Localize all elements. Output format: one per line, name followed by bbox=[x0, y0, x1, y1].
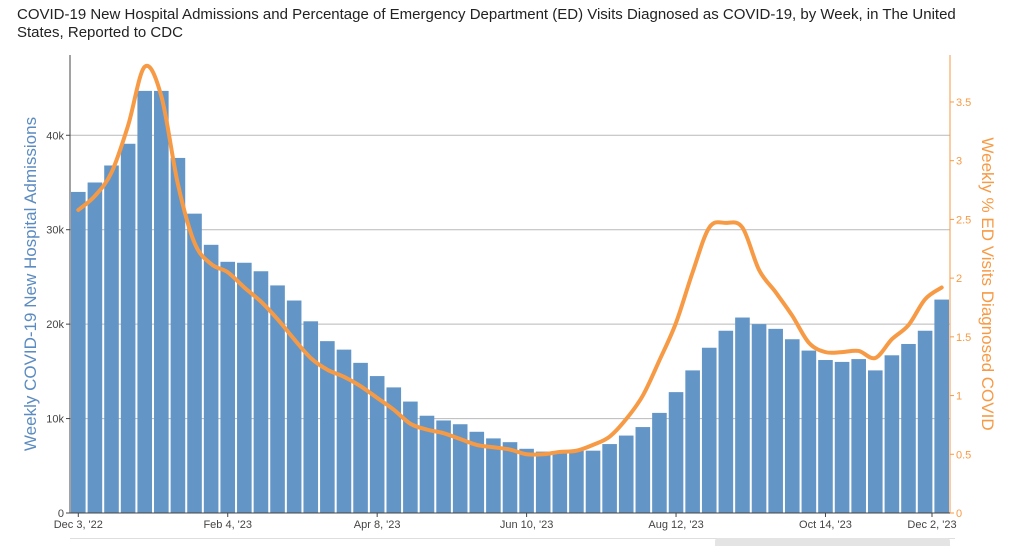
bar[interactable] bbox=[585, 450, 601, 513]
y-tick-label: 0 bbox=[58, 508, 64, 520]
gridlines bbox=[70, 134, 950, 420]
bar[interactable] bbox=[884, 355, 900, 513]
bar[interactable] bbox=[934, 299, 949, 513]
bar[interactable] bbox=[320, 341, 335, 513]
bar[interactable] bbox=[286, 300, 302, 513]
y-tick-label: 20k bbox=[46, 319, 64, 331]
bar-series bbox=[71, 90, 949, 514]
bar[interactable] bbox=[569, 450, 584, 513]
bar[interactable] bbox=[469, 431, 485, 513]
bar[interactable] bbox=[303, 321, 319, 513]
x-tick-label: Dec 3, '22 bbox=[54, 519, 103, 531]
bar[interactable] bbox=[386, 387, 402, 513]
x-tick-label: Jun 10, '23 bbox=[500, 519, 553, 531]
x-tick-label: Apr 8, '23 bbox=[354, 519, 401, 531]
y2-tick-label: 3.5 bbox=[956, 97, 971, 109]
ed-visits-line bbox=[76, 63, 944, 457]
bar[interactable] bbox=[917, 330, 933, 513]
bar[interactable] bbox=[701, 347, 717, 513]
bar[interactable] bbox=[784, 339, 800, 513]
x-tick-label: Aug 12, '23 bbox=[648, 519, 703, 531]
bar[interactable] bbox=[834, 361, 850, 513]
bar[interactable] bbox=[618, 435, 634, 513]
y-axis-label: Weekly COVID-19 New Hospital Admissions bbox=[21, 117, 40, 451]
y2-tick-label: 1.5 bbox=[956, 332, 971, 344]
y2-tick-label: 2 bbox=[956, 273, 962, 285]
range-scrollbar-track[interactable] bbox=[70, 538, 955, 547]
bar[interactable] bbox=[535, 451, 551, 513]
y-tick-label: 30k bbox=[46, 225, 64, 237]
bar[interactable] bbox=[502, 442, 518, 513]
bar[interactable] bbox=[519, 448, 534, 513]
bar[interactable] bbox=[87, 182, 103, 513]
bar[interactable] bbox=[735, 317, 750, 513]
bar[interactable] bbox=[137, 90, 153, 514]
bar[interactable] bbox=[270, 285, 285, 513]
tick-labels: 0 10k 20k 30k 40k 0 0.5 1 1.5 2 2.5 3 3.5 Dec 3, '22 F… bbox=[46, 97, 971, 531]
x-tick-label: Dec 2, '23 bbox=[907, 519, 956, 531]
bar[interactable] bbox=[71, 191, 86, 513]
bar[interactable] bbox=[602, 444, 617, 513]
y-tick-label: 10k bbox=[46, 414, 64, 426]
bar[interactable] bbox=[768, 328, 783, 513]
chart-title: COVID-19 New Hospital Admissions and Per… bbox=[17, 6, 956, 41]
bar[interactable] bbox=[818, 360, 833, 513]
y2-axis-label: Weekly % ED Visits Diagnosed COVID bbox=[978, 137, 997, 430]
bar[interactable] bbox=[668, 392, 684, 513]
bar[interactable] bbox=[419, 415, 435, 513]
bar[interactable] bbox=[901, 343, 916, 513]
bar[interactable] bbox=[170, 157, 186, 514]
axes bbox=[69, 55, 951, 514]
y2-tick-label: 3 bbox=[956, 156, 962, 168]
bar[interactable] bbox=[718, 330, 734, 513]
y-tick-label: 40k bbox=[46, 130, 64, 142]
bar[interactable] bbox=[635, 427, 651, 513]
bar[interactable] bbox=[685, 370, 700, 513]
bar[interactable] bbox=[486, 438, 501, 513]
x-tick-label: Feb 4, '23 bbox=[203, 519, 252, 531]
y2-tick-label: 1 bbox=[956, 391, 962, 403]
bar[interactable] bbox=[353, 362, 368, 513]
bar[interactable] bbox=[104, 165, 119, 513]
bar[interactable] bbox=[237, 262, 252, 513]
bar[interactable] bbox=[203, 244, 219, 513]
bar[interactable] bbox=[851, 359, 866, 513]
bar[interactable] bbox=[403, 401, 418, 513]
bar[interactable] bbox=[253, 271, 269, 513]
bar[interactable] bbox=[452, 424, 468, 513]
y2-tick-label: 0.5 bbox=[956, 449, 971, 461]
bar[interactable] bbox=[867, 370, 883, 513]
bar[interactable] bbox=[552, 452, 568, 513]
bar[interactable] bbox=[220, 261, 236, 513]
bar[interactable] bbox=[154, 90, 169, 514]
bar[interactable] bbox=[652, 412, 667, 513]
bar[interactable] bbox=[751, 324, 767, 513]
y2-tick-label: 0 bbox=[956, 508, 962, 520]
bar[interactable] bbox=[436, 420, 451, 513]
range-scrollbar-thumb[interactable] bbox=[715, 538, 950, 546]
bar[interactable] bbox=[120, 143, 136, 513]
x-tick-label: Oct 14, '23 bbox=[799, 519, 852, 531]
bar[interactable] bbox=[369, 376, 385, 513]
bar[interactable] bbox=[801, 350, 817, 513]
y2-tick-label: 2.5 bbox=[956, 214, 971, 226]
bar[interactable] bbox=[336, 349, 352, 513]
bar[interactable] bbox=[187, 213, 202, 514]
